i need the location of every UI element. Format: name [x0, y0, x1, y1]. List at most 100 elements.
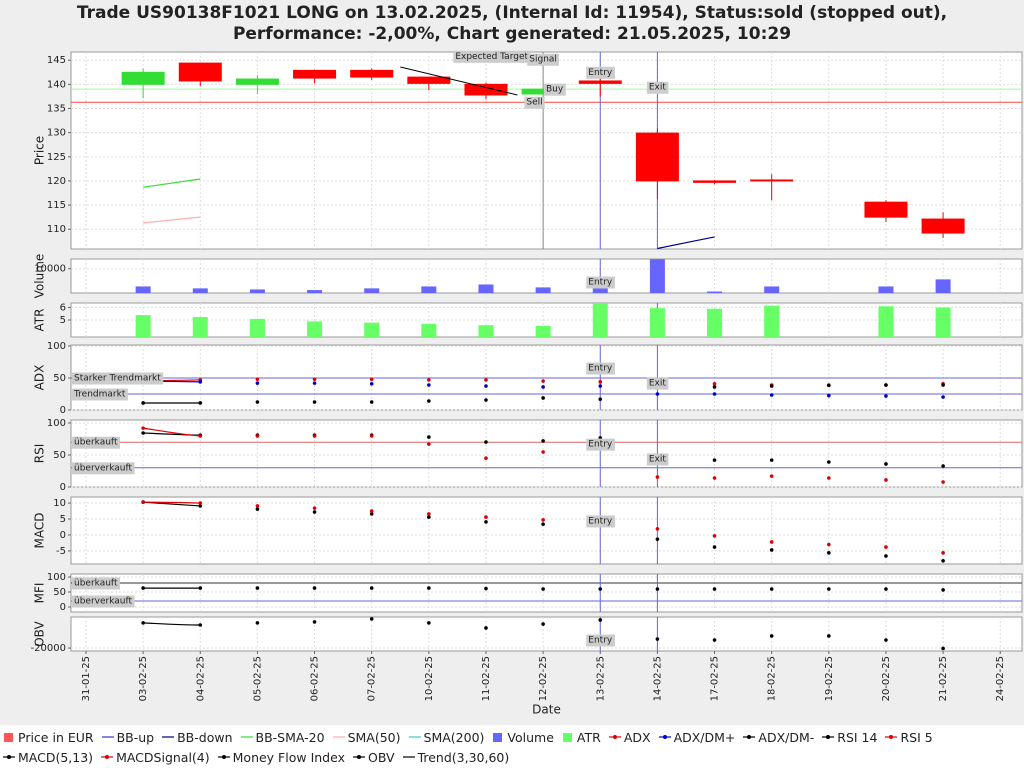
bar	[707, 291, 723, 293]
point	[312, 377, 317, 382]
bar	[192, 316, 208, 337]
point	[769, 548, 774, 552]
legend-item: ADX/DM+	[658, 727, 735, 747]
reference-label-box	[72, 595, 135, 608]
bar	[364, 288, 380, 293]
x-tick-label: 18-02-25	[767, 656, 778, 701]
point	[541, 439, 545, 443]
point	[484, 626, 488, 630]
plot-content	[141, 617, 945, 651]
point	[655, 475, 660, 479]
point	[941, 551, 945, 555]
legend-marker	[408, 736, 421, 738]
point	[312, 620, 317, 624]
y-tick-label: 10	[53, 498, 66, 509]
candle-body	[750, 179, 794, 182]
legend-dot	[7, 755, 11, 759]
point	[198, 501, 203, 505]
x-tick-label: 11-02-25	[481, 656, 492, 701]
point	[884, 478, 888, 482]
annotation-box	[586, 276, 615, 289]
legend-label: SMA(50)	[347, 729, 401, 745]
annotation-box	[586, 515, 615, 528]
point	[884, 638, 888, 642]
point	[312, 400, 317, 404]
point	[369, 381, 374, 386]
point	[312, 586, 317, 590]
point	[941, 464, 945, 468]
bar	[649, 308, 665, 337]
x-axis-title: Date	[532, 703, 561, 717]
point	[255, 377, 260, 382]
point	[255, 586, 260, 590]
annotation: Exit	[649, 454, 667, 464]
y-axis-title: MFI	[33, 583, 47, 604]
legend-marker	[822, 735, 835, 739]
x-tick-label: 04-02-25	[195, 656, 206, 701]
trend-line	[400, 66, 518, 96]
plot-content	[71, 345, 1022, 410]
annotation-box	[524, 96, 545, 109]
bar	[935, 279, 951, 293]
legend-swatch	[4, 733, 13, 742]
series-line	[143, 427, 201, 437]
point	[827, 476, 831, 480]
point	[198, 380, 203, 384]
point	[255, 504, 260, 508]
legend-item: OBV	[352, 747, 395, 767]
y-tick-label: 115	[47, 200, 66, 211]
candle-body	[293, 69, 337, 79]
point	[827, 393, 831, 398]
annotation: Expected Target	[455, 52, 528, 62]
point	[141, 500, 145, 504]
series-line	[143, 178, 201, 188]
y-tick-label: 0	[60, 530, 66, 541]
x-tick-label: 17-02-25	[710, 656, 721, 701]
point	[769, 634, 774, 638]
series-line	[143, 216, 201, 224]
legend-label: ADX	[623, 729, 651, 745]
legend-label: OBV	[367, 749, 395, 765]
y-tick-label: 5	[60, 514, 66, 525]
annotation: Exit	[649, 379, 667, 389]
y-axis-title: OBV	[33, 620, 47, 646]
legend-label: Price in EUR	[18, 729, 94, 745]
legend-item: BB-SMA-20	[240, 727, 325, 747]
point	[369, 434, 374, 438]
annotation-box	[586, 362, 615, 375]
legend-item: MACD(5,13)	[2, 747, 93, 767]
y-axis-title: RSI	[33, 444, 47, 464]
y-tick-label: 100	[47, 418, 66, 429]
legend-item: BB-down	[161, 727, 233, 747]
y-tick-label: 50	[53, 450, 66, 461]
y-tick-label: 50	[53, 587, 66, 598]
legend-item: RSI 14	[821, 727, 877, 747]
y-axis-title: Volume	[33, 254, 47, 299]
point	[769, 384, 774, 388]
y-tick-label: 6	[60, 302, 66, 313]
annotation: Exit	[649, 83, 667, 93]
bar	[307, 290, 323, 293]
legend-label: RSI 5	[900, 729, 933, 745]
legend-dot	[221, 755, 226, 759]
annotation: Entry	[588, 277, 613, 287]
candle-body	[578, 80, 622, 84]
bar	[364, 322, 380, 337]
bar	[135, 286, 151, 293]
candle-body	[235, 78, 279, 85]
point	[655, 392, 660, 396]
legend-dot	[662, 735, 667, 739]
legend-item: Price in EUR	[2, 727, 94, 747]
reference-label: Trendmarkt	[73, 390, 126, 400]
x-tick-label: 10-02-25	[424, 656, 435, 701]
x-tick-label: 03-02-25	[138, 656, 149, 701]
point	[769, 393, 774, 397]
point	[541, 385, 545, 389]
point	[541, 622, 545, 626]
bar	[592, 303, 608, 337]
point	[712, 587, 717, 591]
legend-label: Volume	[507, 729, 554, 745]
bar	[707, 308, 723, 337]
